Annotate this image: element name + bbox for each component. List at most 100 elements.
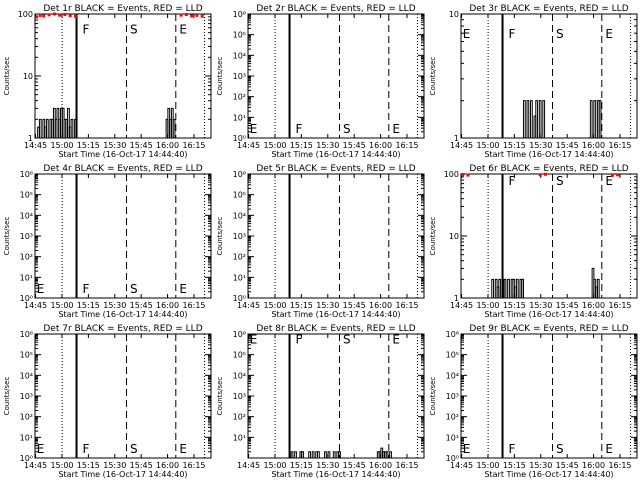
- panel-title: Det 9r BLACK = Events, RED = LLD: [469, 324, 628, 334]
- x-tick-label: 16:00: [369, 461, 392, 470]
- x-tick-label: 15:15: [503, 141, 526, 150]
- y-tick-label: 10¹: [233, 433, 246, 442]
- x-tick-label: 16:00: [582, 461, 605, 470]
- lld-point: [179, 13, 183, 17]
- lld-point: [195, 13, 199, 17]
- event-bin: [503, 278, 507, 298]
- y-tick-label: 1: [454, 134, 459, 143]
- marker-letter-f: F: [509, 442, 516, 456]
- y-axis-label: Counts/sec: [216, 57, 224, 96]
- y-tick-label: 10⁶: [233, 330, 246, 339]
- y-tick-label: 1: [454, 294, 459, 303]
- y-tick-label: 10: [23, 72, 33, 81]
- event-bin: [515, 278, 519, 298]
- marker-letter-e: E: [463, 27, 471, 41]
- x-tick-label: 16:15: [608, 301, 631, 310]
- event-bin: [491, 278, 495, 298]
- event-bin: [338, 451, 341, 458]
- event-bin: [593, 100, 597, 138]
- y-tick-label: 10: [449, 232, 459, 241]
- y-axis-label: Counts/sec: [429, 57, 437, 96]
- event-bin: [526, 100, 530, 138]
- x-tick-label: 15:30: [103, 301, 126, 310]
- event-bin: [498, 278, 502, 298]
- x-tick-label: 14:45: [237, 301, 260, 310]
- marker-letter-e: E: [605, 174, 613, 188]
- event-bin: [522, 100, 526, 138]
- x-tick-label: 16:00: [156, 461, 179, 470]
- x-tick-label: 15:15: [77, 301, 100, 310]
- y-tick-label: 10²: [446, 413, 459, 422]
- y-tick-label: 10⁶: [446, 330, 459, 339]
- marker-letter-e: E: [605, 442, 613, 456]
- y-tick-label: 10²: [233, 93, 246, 102]
- x-tick-label: 16:15: [395, 461, 418, 470]
- x-tick-label: 16:00: [369, 141, 392, 150]
- x-tick-label: 15:00: [476, 461, 499, 470]
- marker-letter-f: F: [83, 23, 90, 37]
- panel-title: Det 8r BLACK = Events, RED = LLD: [256, 324, 415, 334]
- y-tick-label: 10⁴: [233, 211, 246, 220]
- y-tick-label: 10¹: [20, 273, 33, 282]
- y-tick-label: 10⁰: [233, 294, 246, 303]
- y-tick-label: 10⁵: [233, 191, 246, 200]
- series-events: [521, 100, 603, 139]
- y-tick-label: 100: [18, 10, 33, 19]
- x-axis-label: Start Time (16-Oct-17 14:44:40): [484, 470, 613, 479]
- x-tick-label: 16:00: [582, 141, 605, 150]
- x-tick-label: 14:45: [24, 461, 47, 470]
- y-tick-label: 10⁵: [233, 351, 246, 360]
- x-tick-label: 14:45: [450, 301, 473, 310]
- lld-point: [35, 15, 39, 19]
- panel-title: Det 2r BLACK = Events, RED = LLD: [256, 4, 415, 14]
- marker-letter-s: S: [556, 27, 564, 41]
- event-bin: [596, 278, 600, 298]
- y-tick-label: 10⁴: [446, 371, 459, 380]
- series-events: [490, 267, 601, 299]
- y-tick-label: 10³: [446, 392, 459, 401]
- y-tick-label: 10⁰: [446, 454, 459, 463]
- y-tick-label: 10⁴: [20, 371, 33, 380]
- y-tick-label: 10¹: [233, 273, 246, 282]
- event-bin: [290, 451, 294, 458]
- x-tick-label: 15:00: [263, 461, 286, 470]
- marker-letter-f: F: [509, 174, 516, 188]
- series-lld: [461, 172, 620, 177]
- lld-point: [610, 173, 614, 177]
- y-tick-label: 10²: [20, 413, 33, 422]
- event-bin: [311, 451, 315, 458]
- x-tick-label: 15:45: [556, 141, 579, 150]
- lld-point: [461, 173, 465, 177]
- y-tick-label: 10⁴: [233, 51, 246, 60]
- y-axis-label: Counts/sec: [216, 377, 224, 416]
- event-bin: [535, 100, 539, 138]
- y-axis-label: Counts/sec: [3, 57, 11, 96]
- event-bin: [507, 278, 510, 298]
- y-tick-label: 10⁰: [20, 294, 33, 303]
- y-tick-label: 10³: [20, 232, 33, 241]
- x-tick-label: 15:45: [130, 141, 153, 150]
- x-tick-label: 15:45: [343, 461, 366, 470]
- y-tick-label: 10⁶: [233, 10, 246, 19]
- x-axis-label: Start Time (16-Oct-17 14:44:40): [58, 470, 187, 479]
- y-tick-label: 10³: [233, 72, 246, 81]
- marker-letter-s: S: [556, 442, 564, 456]
- panel-title: Det 4r BLACK = Events, RED = LLD: [43, 164, 202, 174]
- marker-letter-s: S: [556, 174, 564, 188]
- x-tick-label: 16:00: [582, 301, 605, 310]
- y-tick-label: 10⁵: [446, 351, 459, 360]
- event-bin: [301, 451, 304, 458]
- x-axis-label: Start Time (16-Oct-17 14:44:40): [271, 470, 400, 479]
- y-axis-label: Counts/sec: [429, 377, 437, 416]
- y-tick-label: 10³: [20, 392, 33, 401]
- x-tick-label: 15:00: [476, 141, 499, 150]
- event-bin: [327, 451, 331, 458]
